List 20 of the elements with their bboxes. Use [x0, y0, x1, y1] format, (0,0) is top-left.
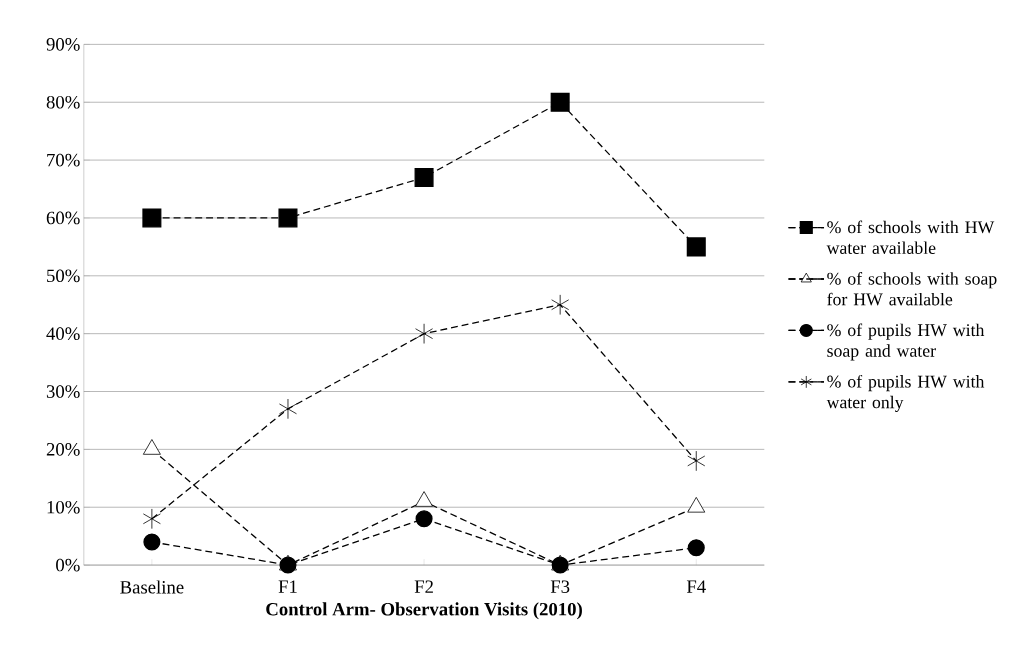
legend-label: % of schools with HW water available: [826, 220, 995, 254]
y-tick-label: 70%: [47, 153, 80, 167]
x-tick-label: F3: [550, 580, 570, 594]
legend-label: % of pupils HW with soap and water: [827, 323, 985, 361]
legend-label: % of schools with soap for HW available: [827, 272, 997, 306]
y-tick-label: 60%: [46, 211, 80, 225]
y-tick-label: 0%: [56, 558, 80, 572]
x-tick-label: F4: [686, 580, 706, 593]
x-tick-label: F2: [414, 580, 433, 593]
y-tick-label: 50%: [47, 269, 80, 283]
x-axis-title: Control Arm- Observation Visits (2010): [266, 602, 582, 620]
x-tick-label: Baseline: [120, 580, 184, 594]
x-tick-label: F1: [278, 580, 297, 593]
y-tick-label: 40%: [46, 327, 80, 341]
y-tick-label: 90%: [46, 38, 80, 51]
y-tick-label: 10%: [47, 500, 80, 514]
legend-label: % of pupils HW with water only: [826, 374, 985, 413]
y-tick-label: 20%: [46, 443, 80, 456]
y-tick-label: 30%: [46, 385, 80, 398]
y-tick-label: 80%: [46, 95, 80, 109]
